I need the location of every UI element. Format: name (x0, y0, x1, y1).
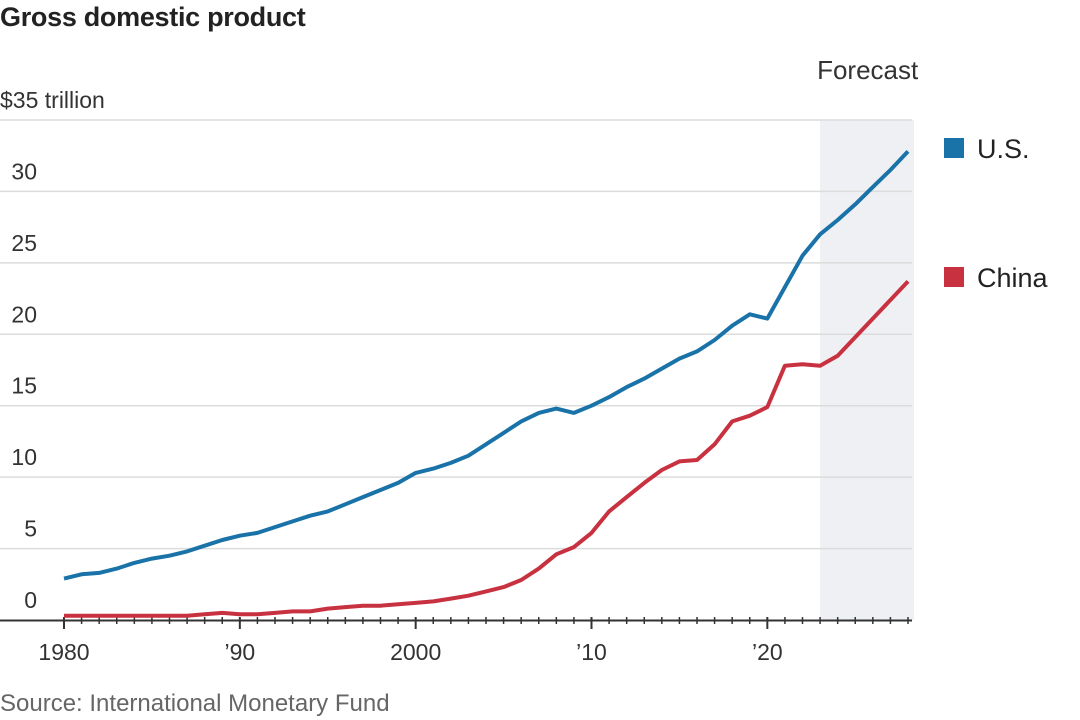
y-tick-label: 15 (11, 373, 37, 399)
chart-title: Gross domestic product (0, 2, 306, 32)
x-tick-label: ’90 (224, 639, 255, 665)
gridlines-layer (0, 119, 912, 550)
y-tick-label: 25 (11, 230, 37, 256)
y-tick-label: 0 (24, 587, 37, 613)
source-note: Source: International Monetary Fund (0, 690, 390, 717)
legend-swatch-china (944, 267, 964, 287)
x-tick-label: 1980 (38, 639, 89, 665)
y-tick-label: 10 (11, 444, 37, 470)
series-line-us (63, 150, 910, 581)
forecast-region (820, 120, 914, 620)
y-tick-label: 20 (11, 301, 37, 327)
legend-swatch-us (944, 138, 964, 158)
series-layer (63, 150, 910, 618)
forecast-region-layer: Forecast (817, 55, 919, 620)
forecast-label: Forecast (817, 55, 919, 85)
y-tick-label: 30 (11, 158, 37, 184)
x-tick-label: ’20 (752, 639, 783, 665)
x-tick-label: 2000 (390, 639, 441, 665)
y-tick-label: $35 trillion (0, 87, 105, 113)
legend-label: U.S. (977, 134, 1030, 164)
labels-layer: 0 5 10 15 20 25 30 $35 trillion 1980 ’90 2000 ’10 ’2… (0, 87, 783, 665)
x-axis-layer (0, 617, 912, 629)
legend-label: China (977, 263, 1049, 293)
series-line-china (64, 280, 910, 618)
x-tick-label: ’10 (576, 639, 607, 665)
y-tick-label: 5 (24, 516, 37, 542)
legend-layer: U.S. China (944, 134, 1049, 293)
